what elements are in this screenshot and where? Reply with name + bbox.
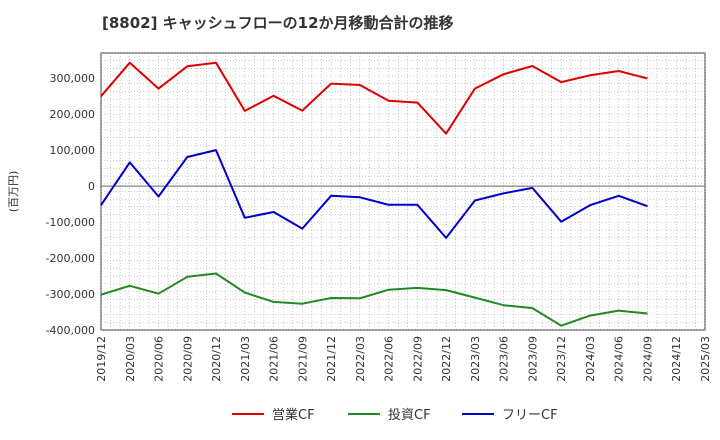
x-tick-label: 2022/03 [354,336,367,382]
x-tick-label: 2019/12 [95,336,108,382]
x-tick-label: 2024/12 [670,336,683,382]
y-tick-label: -400,000 [46,324,95,337]
x-tick-label: 2020/03 [124,336,137,382]
x-tick-label: 2025/03 [699,336,712,382]
y-tick-label: -300,000 [46,288,95,301]
series-line-2 [100,149,648,239]
series-line-0 [100,61,648,135]
y-tick-label: 0 [88,180,95,193]
y-axis-label: (百万円) [7,171,20,213]
series-line-1 [100,272,648,327]
legend-label-2: フリーCF [502,408,558,423]
x-tick-label: 2020/06 [153,336,166,382]
y-tick-label: 200,000 [50,108,96,121]
x-tick-label: 2023/06 [498,336,511,382]
y-tick-label: 300,000 [50,72,96,85]
chart-title: [8802] キャッシュフローの12か月移動合計の推移 [102,14,454,32]
x-tick-label: 2023/03 [469,336,482,382]
x-tick-label: 2023/09 [526,336,539,382]
x-tick-label: 2024/03 [584,336,597,382]
y-tick-label: 100,000 [50,144,96,157]
x-tick-label: 2021/03 [239,336,252,382]
legend-label-1: 投資CF [388,407,431,423]
x-tick-label: 2021/12 [325,336,338,382]
x-tick-label: 2022/06 [383,336,396,382]
x-tick-label: 2021/09 [296,336,309,382]
x-tick-label: 2023/12 [555,336,568,382]
x-tick-label: 2024/09 [641,336,654,382]
y-tick-label: -200,000 [46,252,95,265]
x-tick-label: 2021/06 [268,336,281,382]
x-tick-label: 2020/09 [181,336,194,382]
legend-label-0: 営業CF [272,407,315,423]
x-tick-label: 2024/06 [613,336,626,382]
x-tick-label: 2022/12 [440,336,453,382]
x-tick-label: 2022/09 [411,336,424,382]
y-tick-label: -100,000 [46,216,95,229]
x-tick-label: 2020/12 [210,336,223,382]
